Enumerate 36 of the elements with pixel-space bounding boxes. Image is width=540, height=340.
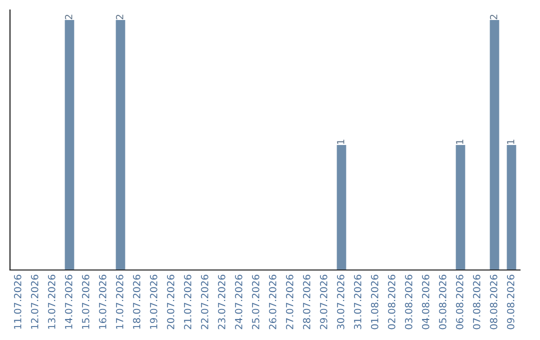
x-tick-label: 13.07.2026 (48, 274, 56, 329)
x-tick-label: 03.08.2026 (404, 274, 412, 330)
x-tick-label: 20.07.2026 (166, 274, 174, 330)
x-tick-label: 27.07.2026 (286, 274, 294, 330)
x-tick-label: 12.07.2026 (30, 274, 38, 329)
x-tick-label: 26.07.2026 (268, 274, 276, 330)
x-tick-label: 15.07.2026 (82, 274, 90, 329)
x-tick-label: 01.08.2026 (370, 274, 378, 330)
data-label: 2 (116, 14, 124, 20)
x-tick-label: 21.07.2026 (184, 274, 192, 330)
x-tick-label: 31.07.2026 (354, 274, 362, 330)
x-tick-label: 16.07.2026 (98, 274, 106, 329)
x-tick-label: 14.07.2026 (64, 274, 72, 329)
x-tick-label: 29.07.2026 (320, 274, 328, 330)
x-tick-label: 05.08.2026 (438, 274, 446, 330)
x-tick-label: 04.08.2026 (422, 274, 430, 330)
data-label: 2 (64, 14, 72, 20)
x-tick-label: 07.08.2026 (472, 274, 480, 330)
x-tick-label: 24.07.2026 (234, 274, 242, 330)
x-tick-label: 23.07.2026 (218, 274, 226, 330)
x-tick-label: 11.07.2026 (14, 274, 22, 329)
x-tick-label: 28.07.2026 (302, 274, 310, 330)
x-tick-label: 06.08.2026 (456, 274, 464, 330)
x-tick-label: 09.08.2026 (506, 274, 514, 330)
data-label: 2 (490, 14, 498, 20)
data-label: 1 (456, 140, 464, 144)
x-tick-label: 30.07.2026 (336, 274, 344, 330)
x-tick-label: 25.07.2026 (252, 274, 260, 330)
data-label: 1 (337, 140, 344, 144)
x-tick-label: 18.07.2026 (132, 274, 140, 329)
x-tick-label: 08.08.2026 (490, 274, 498, 330)
x-tick-label: 22.07.2026 (200, 274, 208, 330)
data-label: 1 (507, 140, 514, 144)
x-tick-label: 17.07.2026 (116, 274, 124, 329)
x-tick-label: 02.08.2026 (388, 274, 396, 330)
x-tick-label: 19.07.2026 (150, 274, 158, 329)
